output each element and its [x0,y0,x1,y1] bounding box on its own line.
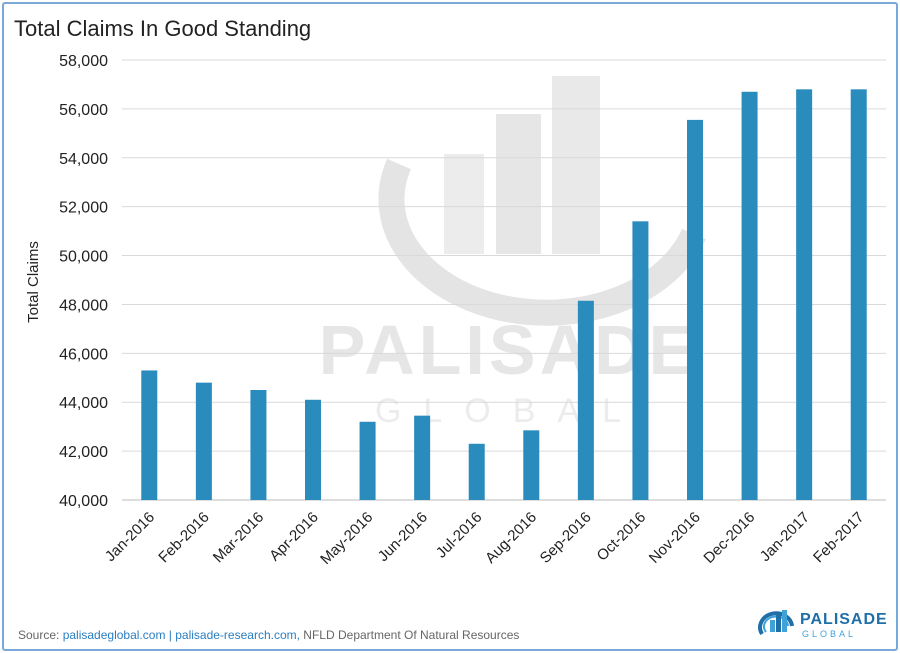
x-tick-label: Nov-2016 [646,509,704,567]
bar [468,443,485,500]
bar [195,382,212,500]
y-tick-label: 46,000 [59,346,108,363]
logo-tagline: GLOBAL [802,629,856,639]
y-tick-label: 40,000 [59,493,108,510]
y-tick-label: 44,000 [59,395,108,412]
bar [577,300,594,500]
x-tick-label: Jan-2016 [102,509,158,565]
bar [632,221,649,501]
watermark-bar-1 [444,154,484,254]
y-tick-label: 56,000 [59,102,108,119]
y-tick-label: 52,000 [59,200,108,217]
x-tick-label: Feb-2017 [810,509,867,566]
x-tick-label: Jan-2017 [757,509,813,565]
bar [359,421,376,500]
bar [687,119,703,500]
bar [850,89,867,500]
bars [141,89,867,501]
source-note: Source: palisadeglobal.com | palisade-re… [18,628,519,642]
bar [141,370,158,500]
y-tick-label: 42,000 [59,444,108,461]
bar [305,399,321,500]
chart-title: Total Claims In Good Standing [14,16,312,41]
x-tick-label: Jul-2016 [433,509,486,562]
bar [414,415,431,500]
x-tick-label: Apr-2016 [266,509,322,565]
x-tick-label: Oct-2016 [594,509,650,565]
y-tick-label: 54,000 [59,151,108,168]
y-tick-label: 48,000 [59,297,108,314]
y-tick-label: 58,000 [59,53,108,70]
x-tick-label: Dec-2016 [700,509,758,567]
source-link-palisade-research[interactable]: palisade-research.com, [175,628,300,642]
x-tick-label: Feb-2016 [155,509,212,566]
x-tick-label: Jun-2016 [375,509,431,565]
y-tick-label: 50,000 [59,249,108,266]
watermark-swoosh [378,158,706,326]
y-axis-label: Total Claims [25,241,42,323]
palisade-logo: PALISADE GLOBAL [758,610,888,639]
bar [250,390,267,500]
logo-mark-icon [758,610,794,636]
watermark-bar-3 [552,76,600,254]
y-axis-ticks: 40,000 42,000 44,000 46,000 48,000 50,000 52,0… [59,53,108,510]
bar [523,430,540,500]
source-separator: | [165,628,176,642]
source-rest: NFLD Department Of Natural Resources [299,628,520,642]
logo-name: PALISADE [800,611,888,628]
x-tick-label: May-2016 [317,509,376,568]
x-axis-ticks: Jan-2016Feb-2016Mar-2016Apr-2016May-2016… [102,509,868,568]
source-prefix: Source: [18,628,63,642]
gridlines [122,59,886,501]
bar [796,89,813,500]
x-tick-label: Aug-2016 [482,509,540,567]
bar [741,91,758,501]
source-link-palisadeglobal[interactable]: palisadeglobal.com [62,628,166,642]
watermark-bar-2 [496,114,541,254]
x-tick-label: Mar-2016 [210,509,267,566]
x-tick-label: Sep-2016 [537,509,595,567]
